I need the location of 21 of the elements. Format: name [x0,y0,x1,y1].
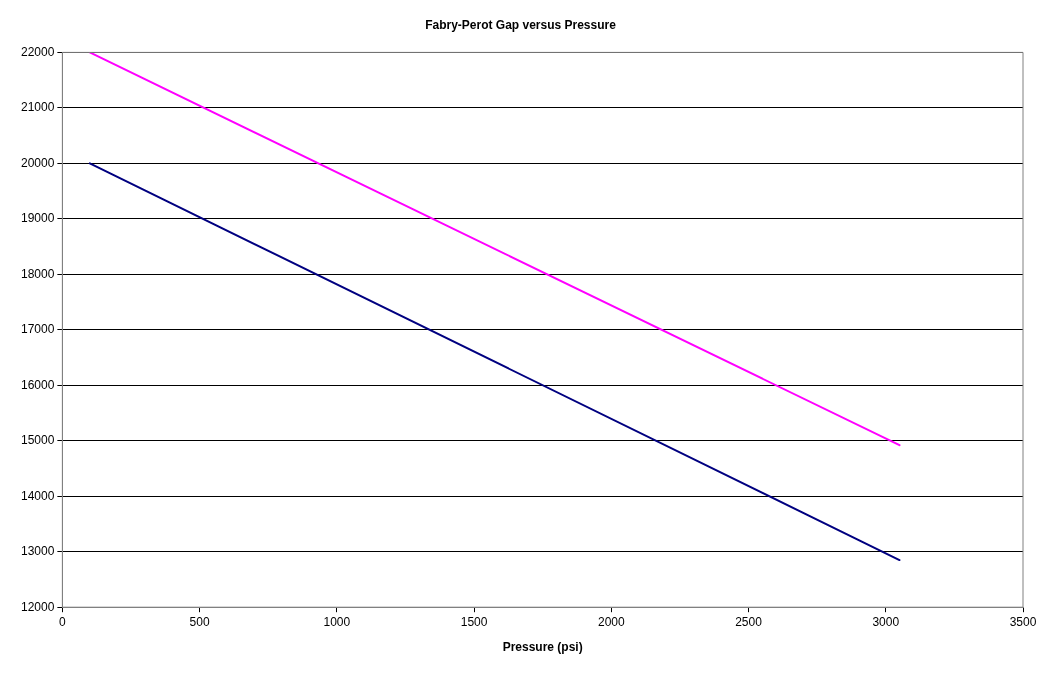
y-tick-label: 19000 [20,211,55,226]
y-tick-label: 14000 [20,488,55,503]
x-tick-label: 500 [189,614,210,629]
y-tick-label: 17000 [20,322,55,337]
y-tick-label: 15000 [20,433,55,448]
x-tick-label: 0 [59,614,67,629]
y-tick-label: 12000 [20,599,55,614]
x-tick-label: 2500 [735,614,763,629]
x-axis-title: Pressure (psi) [502,640,583,655]
x-tick-label: 1000 [323,614,351,629]
y-tick-label: 16000 [20,377,55,392]
x-tick-label: 1500 [460,614,488,629]
x-tick-label: 3500 [1009,614,1037,629]
y-tick-label: 22000 [20,44,55,59]
y-tick-label: 13000 [20,544,55,559]
y-tick-label: 20000 [20,155,55,170]
y-tick-label: 18000 [20,266,55,281]
x-tick-label: 3000 [872,614,900,629]
x-tick-label: 2000 [597,614,625,629]
y-tick-label: 21000 [20,100,55,115]
chart-title: Fabry-Perot Gap versus Pressure [425,17,617,32]
